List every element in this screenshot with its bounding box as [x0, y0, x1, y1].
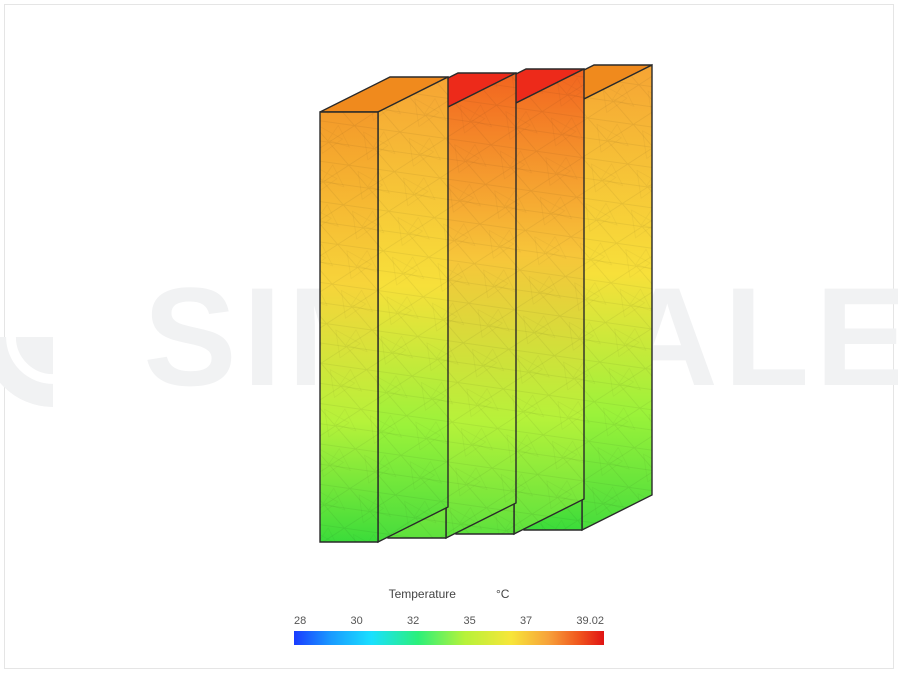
legend-gradient-bar: [294, 631, 604, 645]
legend-tick: 28: [294, 615, 306, 627]
legend-unit: °C: [496, 587, 509, 601]
legend-tick: 32: [407, 615, 419, 627]
legend-tick: 35: [463, 615, 475, 627]
slab-1: [320, 77, 448, 542]
legend-tick: 30: [350, 615, 362, 627]
legend-tick: 37: [520, 615, 532, 627]
color-legend: Temperature °C 28 30 32 35 37 39.02: [294, 587, 604, 645]
legend-tick: 39.02: [576, 615, 604, 627]
thermal-3d-view[interactable]: [0, 0, 898, 673]
legend-ticks: 28 30 32 35 37 39.02: [294, 615, 604, 627]
legend-label: Temperature: [389, 587, 456, 601]
